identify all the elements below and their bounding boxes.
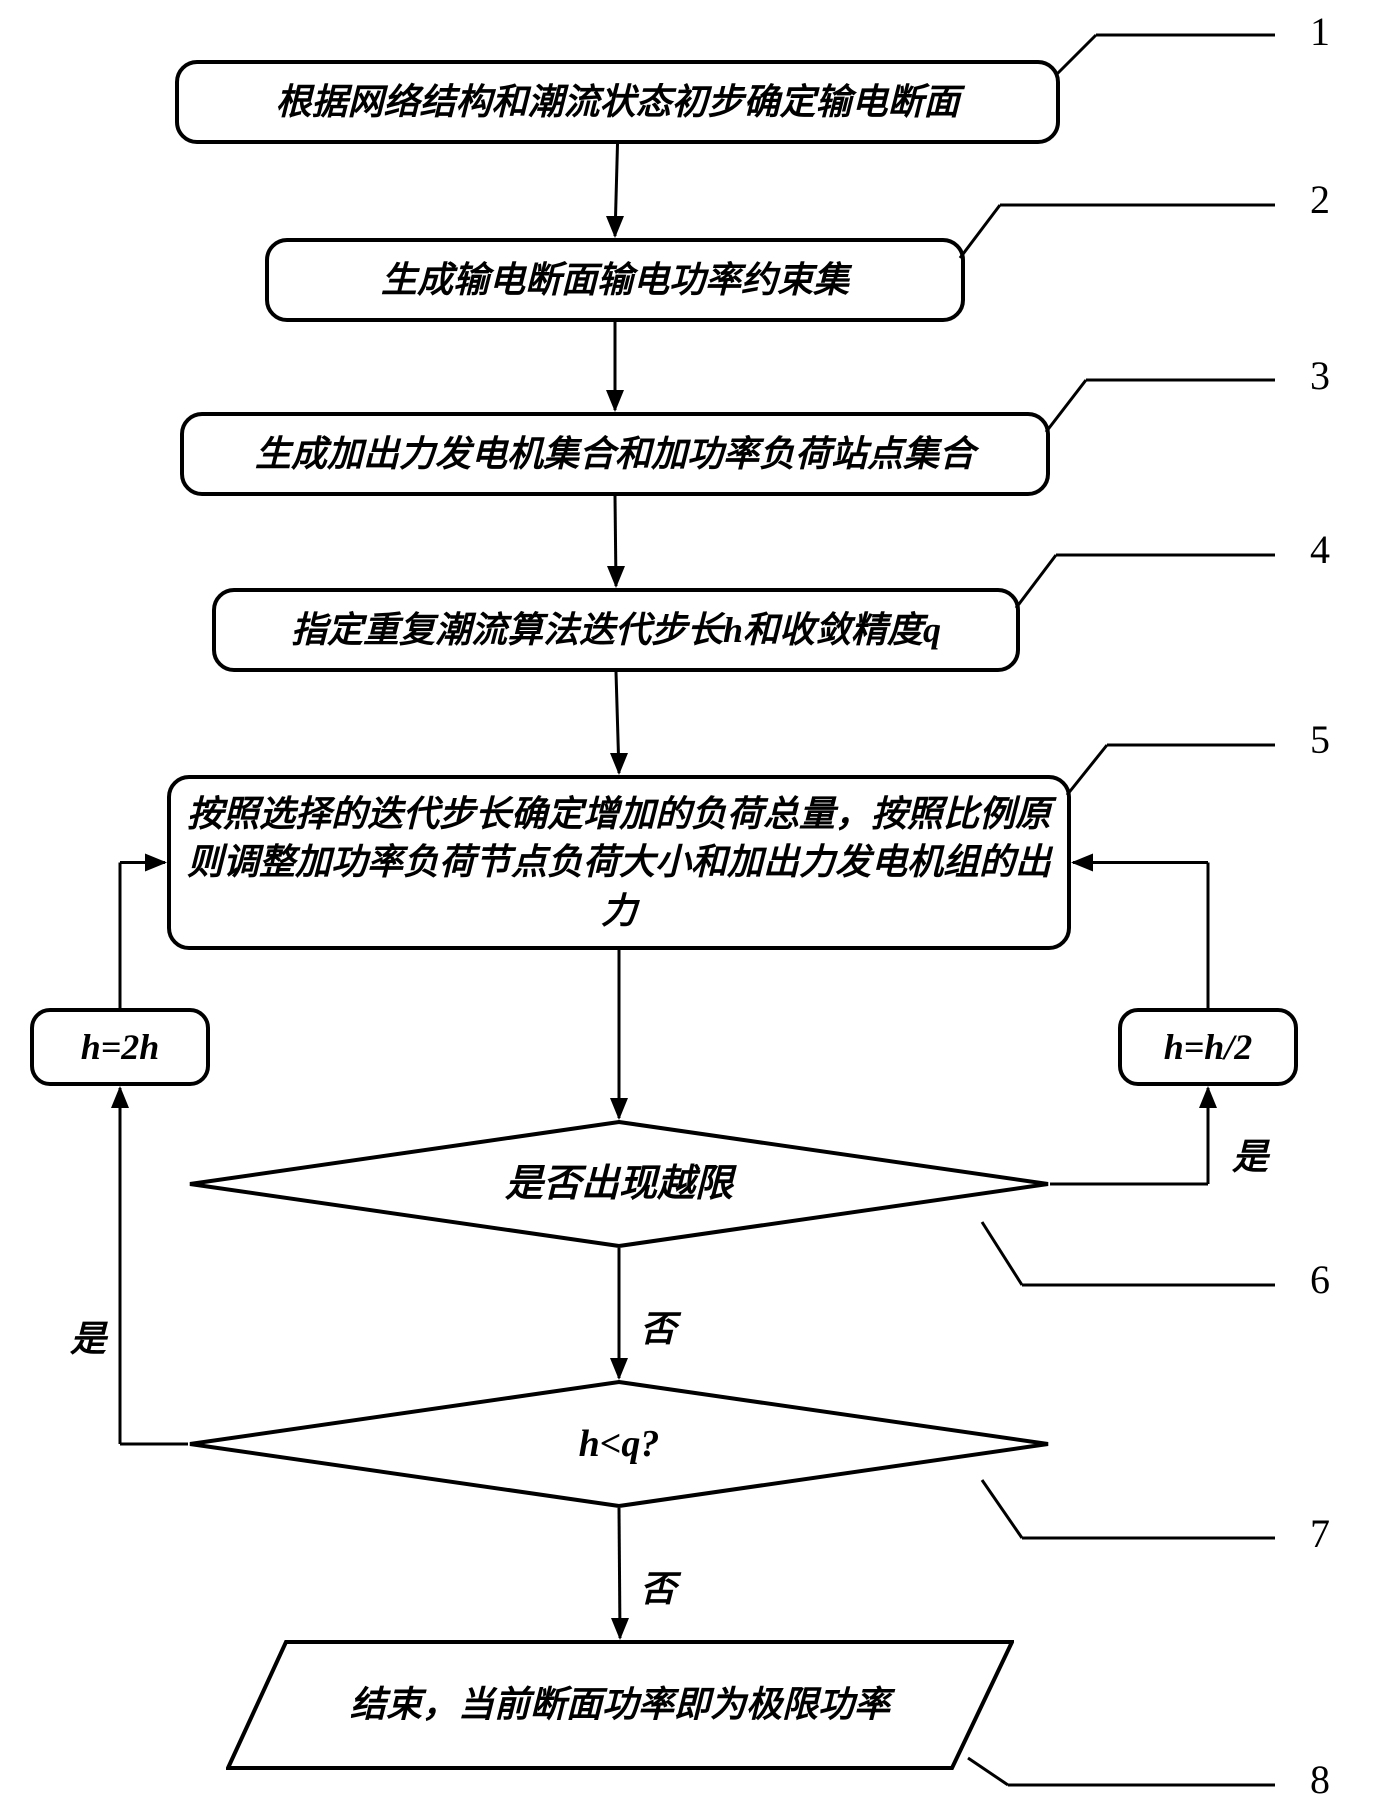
callout-number: 7 [1310,1510,1330,1557]
connector-layer [0,0,1383,1818]
callout-number: 1 [1310,8,1330,55]
callout-number: 3 [1310,352,1330,399]
callout-number: 5 [1310,716,1330,763]
callout-number: 6 [1310,1256,1330,1303]
callout-number: 2 [1310,176,1330,223]
callout-number: 4 [1310,526,1330,573]
callout-number: 8 [1310,1756,1330,1803]
flowchart-root: 根据网络结构和潮流状态初步确定输电断面 生成输电断面输电功率约束集 生成加出力发… [0,0,1383,1818]
